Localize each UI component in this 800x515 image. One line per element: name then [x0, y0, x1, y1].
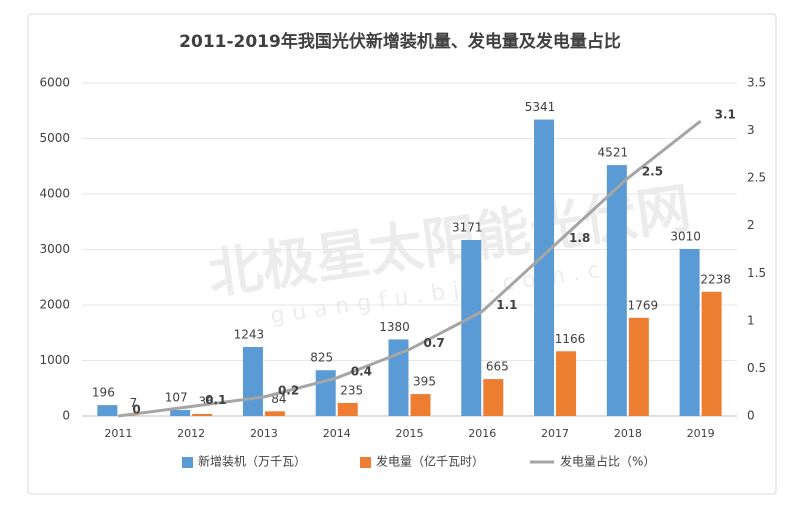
data-label: 665: [486, 360, 509, 374]
bar: [97, 405, 118, 416]
y2-tick-label: 3: [747, 123, 755, 137]
data-label: 1380: [379, 320, 410, 334]
line: [118, 119, 702, 418]
data-label: 1.8: [569, 231, 590, 245]
bar: [679, 248, 700, 416]
y-tick-label: 0: [62, 409, 70, 423]
data-label: 196: [92, 386, 115, 400]
data-label: 5341: [525, 100, 556, 114]
data-label: 825: [310, 351, 333, 365]
x-tick-label: 2015: [396, 427, 424, 440]
data-label: 107: [165, 391, 188, 405]
y2-tick-label: 2.5: [747, 171, 766, 185]
bar: [410, 394, 431, 416]
y2-tick-label: 1: [747, 313, 755, 327]
legend-swatch: [182, 457, 193, 468]
bar: [701, 291, 722, 416]
legend-label: 发电量占比（%）: [560, 454, 655, 469]
y-tick-label: 6000: [39, 76, 70, 90]
bar: [628, 317, 649, 416]
x-tick-label: 2016: [468, 427, 496, 440]
data-label: 2238: [700, 272, 731, 286]
data-label: 1.1: [496, 298, 517, 312]
y-tick-label: 1000: [39, 353, 70, 367]
y-tick-label: 3000: [39, 242, 70, 256]
x-tick-label: 2017: [541, 427, 569, 440]
data-label: 0.2: [278, 383, 299, 397]
legend-swatch: [360, 457, 371, 468]
data-label: 0.7: [424, 336, 445, 350]
y2-tick-label: 2: [747, 218, 755, 232]
bar: [264, 411, 285, 416]
bar: [337, 402, 358, 416]
bar: [606, 165, 627, 416]
bar: [461, 240, 482, 416]
y-tick-label: 5000: [39, 131, 70, 145]
data-label: 0.1: [205, 393, 226, 407]
data-label: 1166: [555, 332, 586, 346]
data-label: 1243: [234, 328, 265, 342]
bar: [534, 119, 555, 417]
data-label: 7: [130, 396, 138, 410]
data-label: 1769: [628, 298, 659, 312]
legend-label: 发电量（亿千瓦时）: [376, 454, 484, 469]
x-tick-label: 2013: [250, 427, 278, 440]
data-label: 2.5: [642, 165, 663, 179]
x-tick-label: 2018: [614, 427, 642, 440]
data-label: 235: [340, 383, 363, 397]
bar: [315, 370, 336, 416]
x-tick-label: 2012: [177, 427, 205, 440]
bar: [192, 414, 213, 416]
data-label: 3171: [452, 221, 483, 235]
data-label: 0: [132, 403, 140, 417]
x-tick-label: 2014: [323, 427, 351, 440]
bar: [242, 347, 263, 416]
y2-tick-label: 0.5: [747, 361, 766, 375]
y2-tick-label: 1.5: [747, 266, 766, 280]
chart-frame: [27, 13, 777, 495]
data-label: 4521: [598, 146, 629, 160]
bar: [388, 339, 409, 416]
data-label: 0.4: [351, 364, 372, 378]
bar: [556, 351, 577, 416]
data-label: 395: [413, 375, 436, 389]
bar: [170, 410, 191, 416]
data-label: 3010: [670, 229, 701, 243]
y-tick-label: 2000: [39, 298, 70, 312]
x-tick-label: 2011: [104, 427, 132, 440]
y2-tick-label: 3.5: [747, 76, 766, 90]
data-label: 3.1: [715, 108, 736, 122]
x-tick-label: 2019: [687, 427, 715, 440]
y-tick-label: 4000: [39, 187, 70, 201]
y2-tick-label: 0: [747, 409, 755, 423]
legend-label: 新增装机（万千瓦）: [198, 454, 306, 469]
chart-title: 2011-2019年我国光伏新增装机量、发电量及发电量占比: [179, 31, 621, 52]
bar: [483, 379, 504, 416]
